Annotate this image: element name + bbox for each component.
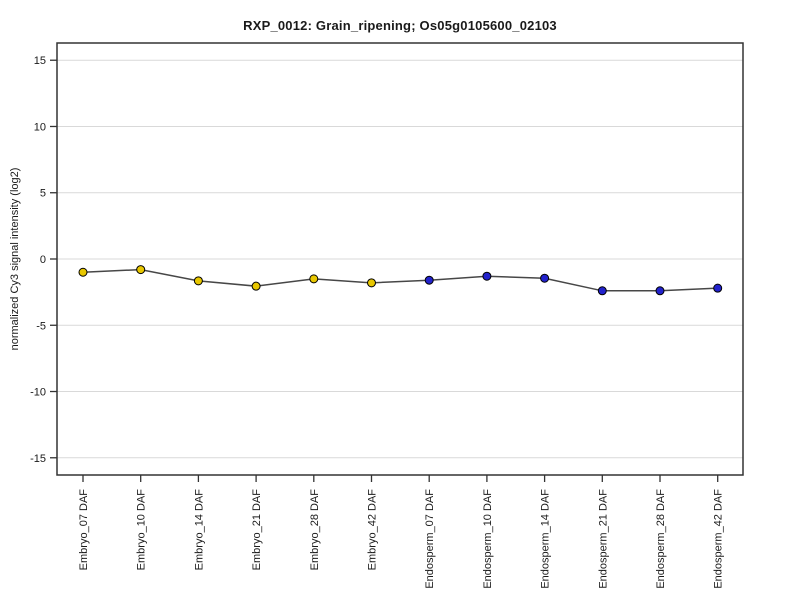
y-tick-label: -5 bbox=[36, 320, 46, 332]
data-point bbox=[482, 271, 492, 281]
y-tick-label: 10 bbox=[34, 121, 46, 133]
data-point bbox=[136, 265, 146, 275]
data-point bbox=[251, 281, 261, 291]
data-point bbox=[597, 286, 607, 296]
data-point bbox=[367, 278, 376, 288]
data-point bbox=[540, 273, 550, 283]
x-tick-label: Embryo_28 DAF bbox=[309, 489, 321, 571]
y-tick-label: -15 bbox=[30, 453, 46, 465]
data-point bbox=[424, 275, 434, 285]
x-tick-label: Endosperm_42 DAF bbox=[713, 489, 725, 589]
x-tick-label: Embryo_10 DAF bbox=[136, 489, 148, 571]
data-point bbox=[713, 283, 723, 293]
y-tick-label: 0 bbox=[40, 254, 46, 266]
x-tick-label: Endosperm_14 DAF bbox=[540, 489, 552, 589]
x-tick-label: Endosperm_21 DAF bbox=[597, 489, 609, 589]
y-tick-label: -10 bbox=[30, 387, 46, 399]
chart-title: RXP_0012: Grain_ripening; Os05g0105600_0… bbox=[243, 18, 557, 33]
x-tick-label: Endosperm_10 DAF bbox=[482, 489, 494, 589]
x-tick-label: Endosperm_28 DAF bbox=[655, 489, 667, 589]
y-tick-label: 5 bbox=[40, 188, 46, 200]
x-tick-label: Embryo_07 DAF bbox=[78, 489, 90, 571]
data-point bbox=[655, 286, 665, 296]
x-tick-label: Endosperm_07 DAF bbox=[424, 489, 436, 589]
y-tick-label: 15 bbox=[34, 55, 46, 67]
data-point bbox=[193, 276, 203, 286]
x-tick-label: Embryo_14 DAF bbox=[193, 489, 205, 571]
series-line bbox=[82, 268, 718, 292]
data-point bbox=[309, 274, 319, 284]
x-tick-label: Embryo_42 DAF bbox=[367, 489, 379, 571]
x-tick-label: Embryo_21 DAF bbox=[251, 489, 263, 571]
data-point bbox=[78, 267, 88, 277]
